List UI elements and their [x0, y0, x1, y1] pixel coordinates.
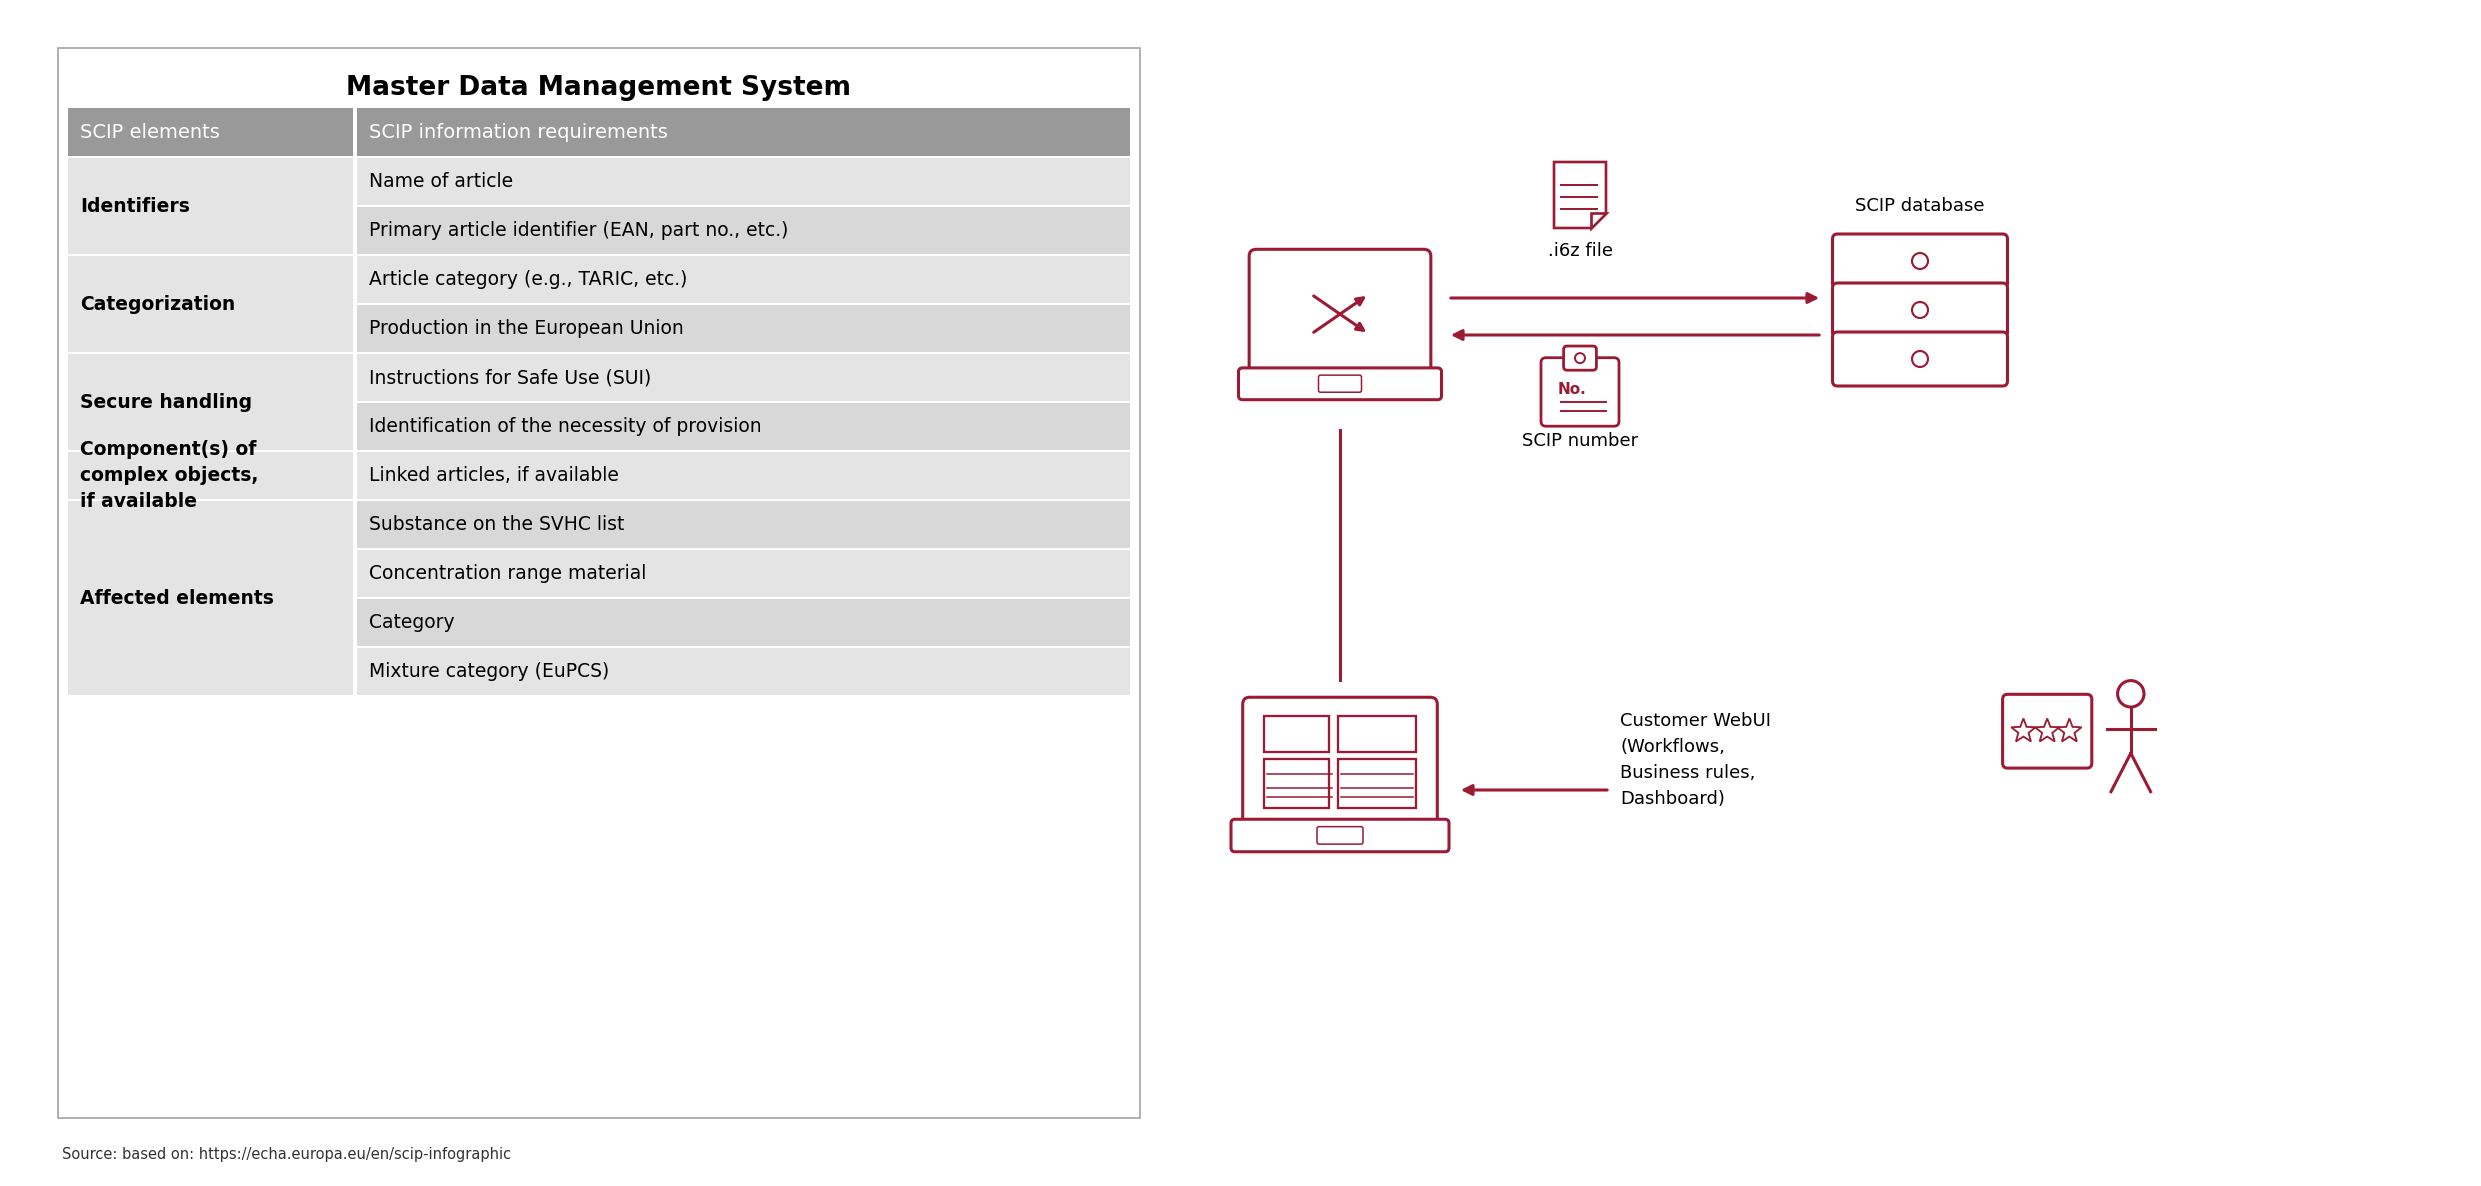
- Text: .i6z file: .i6z file: [1548, 242, 1613, 260]
- Text: Secure handling: Secure handling: [79, 393, 253, 412]
- FancyBboxPatch shape: [1337, 759, 1417, 808]
- Text: Categorization: Categorization: [79, 294, 236, 313]
- FancyBboxPatch shape: [1263, 716, 1330, 752]
- FancyBboxPatch shape: [1541, 358, 1620, 426]
- Text: Source: based on: https://echa.europa.eu/en/scip-infographic: Source: based on: https://echa.europa.eu…: [62, 1148, 511, 1162]
- FancyBboxPatch shape: [67, 256, 352, 352]
- FancyBboxPatch shape: [357, 158, 1129, 205]
- Text: Linked articles, if available: Linked articles, if available: [370, 466, 618, 485]
- Text: Identification of the necessity of provision: Identification of the necessity of provi…: [370, 417, 762, 436]
- FancyBboxPatch shape: [357, 403, 1129, 449]
- Polygon shape: [2034, 719, 2059, 741]
- FancyBboxPatch shape: [1833, 332, 2007, 385]
- FancyBboxPatch shape: [357, 599, 1129, 646]
- Polygon shape: [1590, 213, 1605, 228]
- Text: Instructions for Safe Use (SUI): Instructions for Safe Use (SUI): [370, 368, 650, 387]
- Text: SCIP number: SCIP number: [1521, 432, 1637, 449]
- Text: Concentration range material: Concentration range material: [370, 565, 648, 584]
- FancyBboxPatch shape: [67, 353, 352, 449]
- FancyBboxPatch shape: [1833, 234, 2007, 288]
- FancyBboxPatch shape: [357, 500, 1129, 548]
- FancyBboxPatch shape: [1833, 283, 2007, 337]
- Text: SCIP information requirements: SCIP information requirements: [370, 122, 667, 141]
- Text: Component(s) of
complex objects,
if available: Component(s) of complex objects, if avai…: [79, 440, 258, 511]
- FancyBboxPatch shape: [67, 158, 352, 254]
- FancyBboxPatch shape: [357, 353, 1129, 401]
- Polygon shape: [1553, 162, 1605, 228]
- FancyBboxPatch shape: [1263, 759, 1330, 808]
- FancyBboxPatch shape: [357, 452, 1129, 499]
- Text: Master Data Management System: Master Data Management System: [347, 75, 851, 101]
- Polygon shape: [2057, 719, 2082, 741]
- Text: Mixture category (EuPCS): Mixture category (EuPCS): [370, 662, 610, 681]
- FancyBboxPatch shape: [1317, 827, 1362, 844]
- Text: Identifiers: Identifiers: [79, 197, 191, 216]
- FancyBboxPatch shape: [1248, 249, 1432, 378]
- Text: Article category (e.g., TARIC, etc.): Article category (e.g., TARIC, etc.): [370, 270, 687, 289]
- FancyBboxPatch shape: [357, 648, 1129, 695]
- Text: Customer WebUI
(Workflows,
Business rules,
Dashboard): Customer WebUI (Workflows, Business rule…: [1620, 713, 1771, 808]
- Text: Primary article identifier (EAN, part no., etc.): Primary article identifier (EAN, part no…: [370, 221, 789, 240]
- FancyBboxPatch shape: [357, 305, 1129, 352]
- Polygon shape: [2012, 719, 2034, 741]
- FancyBboxPatch shape: [357, 256, 1129, 302]
- Text: SCIP database: SCIP database: [1856, 197, 1985, 215]
- FancyBboxPatch shape: [357, 208, 1129, 254]
- Text: Substance on the SVHC list: Substance on the SVHC list: [370, 515, 625, 534]
- FancyBboxPatch shape: [1337, 716, 1417, 752]
- FancyBboxPatch shape: [67, 500, 352, 695]
- FancyBboxPatch shape: [1563, 346, 1595, 370]
- Text: Affected elements: Affected elements: [79, 588, 273, 607]
- Text: Category: Category: [370, 613, 454, 632]
- Text: No.: No.: [1558, 383, 1585, 397]
- Text: SCIP elements: SCIP elements: [79, 122, 221, 141]
- FancyBboxPatch shape: [1231, 820, 1449, 852]
- FancyBboxPatch shape: [1238, 368, 1441, 400]
- Text: Production in the European Union: Production in the European Union: [370, 319, 685, 338]
- FancyBboxPatch shape: [67, 108, 352, 157]
- FancyBboxPatch shape: [1317, 375, 1362, 393]
- Text: Name of article: Name of article: [370, 172, 514, 191]
- FancyBboxPatch shape: [357, 550, 1129, 597]
- FancyBboxPatch shape: [67, 452, 352, 499]
- FancyBboxPatch shape: [2002, 694, 2091, 769]
- FancyBboxPatch shape: [57, 47, 1139, 1118]
- FancyBboxPatch shape: [357, 108, 1129, 157]
- FancyBboxPatch shape: [1243, 697, 1436, 830]
